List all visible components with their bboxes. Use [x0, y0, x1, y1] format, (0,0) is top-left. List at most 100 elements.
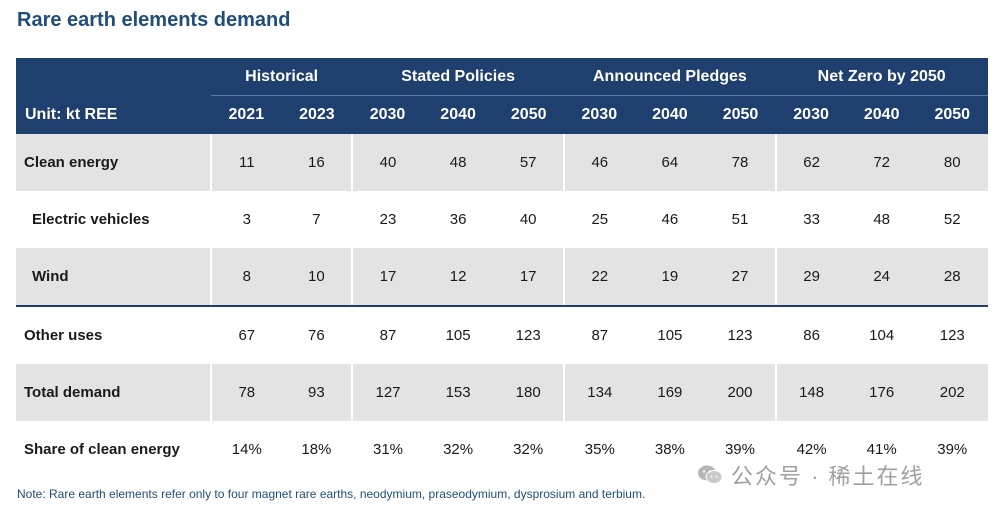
table-cell: 169: [634, 364, 706, 421]
table-row-share-of-clean-energy: Share of clean energy 14% 18% 31% 32% 32% 35% 3…: [16, 421, 988, 478]
table-cell: 123: [515, 327, 541, 344]
year-header: 2040: [846, 96, 917, 134]
table-cell: 39%: [937, 441, 968, 458]
year-header: 2030: [564, 96, 635, 134]
table-cell: 48: [873, 211, 891, 228]
table-cell: 32%: [513, 441, 544, 458]
table-cell: 52: [943, 211, 961, 228]
table-cell: 7: [312, 211, 321, 228]
row-label: Other uses: [24, 327, 103, 344]
table-cell: 17: [351, 248, 423, 307]
row-label: Share of clean energy: [24, 441, 180, 458]
table-row-electric-vehicles: Electric vehicles 3 7 23 36 40 25 46 51 33 48 52: [16, 191, 988, 248]
year-header: 2050: [916, 96, 988, 134]
table-cell: 134: [563, 364, 635, 421]
table-cell: 3: [210, 191, 282, 248]
table-cell: 123: [939, 327, 965, 344]
unit-label: Unit: kt REE: [16, 96, 211, 134]
table-cell: 25: [563, 191, 635, 248]
table-cell: 180: [493, 364, 564, 421]
table-cell: 86: [774, 306, 847, 364]
table-cell: 14%: [210, 421, 282, 478]
table-cell: 40: [519, 211, 537, 228]
group-header-row: Historical Stated Policies Announced Ple…: [16, 58, 988, 96]
table-cell: 123: [727, 327, 753, 344]
year-header: 2021: [211, 96, 282, 134]
year-header: 2040: [422, 96, 494, 134]
group-header-announced-pledges: Announced Pledges: [564, 58, 776, 96]
group-header-stated-policies: Stated Policies: [352, 58, 564, 96]
table-cell: 23: [351, 191, 423, 248]
table-cell: 202: [916, 364, 988, 421]
table-cell: 127: [351, 364, 423, 421]
table-cell: 29: [774, 248, 847, 307]
table-cell: 12: [422, 248, 494, 307]
table-cell: 41%: [866, 441, 897, 458]
table-cell: 27: [705, 248, 776, 307]
row-label: Clean energy: [16, 134, 211, 191]
table-row-wind: Wind 8 10 17 12 17 22 19 27 29 24 28: [16, 248, 988, 307]
row-label: Wind: [16, 248, 211, 307]
table-cell: 76: [308, 327, 325, 344]
rare-earth-demand-table: Historical Stated Policies Announced Ple…: [16, 58, 988, 478]
table-cell: 16: [281, 134, 353, 191]
table-cell: 200: [705, 364, 776, 421]
table-cell: 93: [281, 364, 353, 421]
year-header: 2050: [705, 96, 776, 134]
table-cell: 67: [210, 306, 282, 364]
table-cell: 40: [351, 134, 423, 191]
table-cell: 10: [281, 248, 353, 307]
table-row-clean-energy: Clean energy 11 16 40 48 57 46 64 78 62 72 80: [16, 134, 988, 191]
table-cell: 32%: [443, 441, 474, 458]
table-cell: 38%: [654, 441, 685, 458]
header-blank: [16, 58, 211, 96]
row-label: Total demand: [16, 364, 211, 421]
table-cell: 46: [661, 211, 679, 228]
table-cell: 24: [846, 248, 917, 307]
table-cell: 33: [774, 191, 847, 248]
table-cell: 78: [705, 134, 776, 191]
table-cell: 105: [657, 327, 683, 344]
table-cell: 72: [846, 134, 917, 191]
table-cell: 8: [210, 248, 282, 307]
table-cell: 11: [210, 134, 282, 191]
table-cell: 18%: [301, 441, 332, 458]
year-header: 2050: [493, 96, 564, 134]
table-cell: 80: [916, 134, 988, 191]
table-cell: 48: [422, 134, 494, 191]
table-cell: 78: [210, 364, 282, 421]
table-cell: 19: [634, 248, 706, 307]
table-cell: 51: [731, 211, 749, 228]
watermark-text: 公众号 · 稀土在线: [731, 464, 925, 489]
year-header: 2040: [634, 96, 706, 134]
table-cell: 35%: [563, 421, 635, 478]
table-cell: 17: [493, 248, 564, 307]
table-cell: 22: [563, 248, 635, 307]
year-header-row: Unit: kt REE 2021 2023 2030 2040 2050 20…: [16, 96, 988, 134]
table-cell: 153: [422, 364, 494, 421]
table-cell: 62: [774, 134, 847, 191]
table-cell: 148: [774, 364, 847, 421]
page-title: Rare earth elements demand: [17, 9, 291, 31]
table-cell: 87: [563, 306, 635, 364]
table-cell: 176: [846, 364, 917, 421]
table-cell: 36: [449, 211, 467, 228]
year-header: 2030: [352, 96, 423, 134]
wechat-icon: [698, 465, 723, 484]
year-header: 2030: [775, 96, 847, 134]
table-row-total-demand: Total demand 78 93 127 153 180 134 169 200 148 176…: [16, 364, 988, 421]
table-cell: 31%: [351, 421, 423, 478]
table-row-other-uses: Other uses 67 76 87 105 123 87 105 123 86 104 123: [16, 306, 988, 364]
table-cell: 39%: [724, 441, 755, 458]
table-cell: 28: [916, 248, 988, 307]
row-label: Electric vehicles: [32, 211, 150, 228]
table-cell: 64: [634, 134, 706, 191]
group-header-historical: Historical: [211, 58, 353, 96]
group-header-net-zero-2050: Net Zero by 2050: [775, 58, 988, 96]
table-cell: 57: [493, 134, 564, 191]
year-header: 2023: [281, 96, 353, 134]
table-cell: 105: [445, 327, 471, 344]
table-cell: 87: [351, 306, 423, 364]
footnote: Note: Rare earth elements refer only to …: [17, 487, 646, 501]
table-cell: 104: [869, 327, 895, 344]
